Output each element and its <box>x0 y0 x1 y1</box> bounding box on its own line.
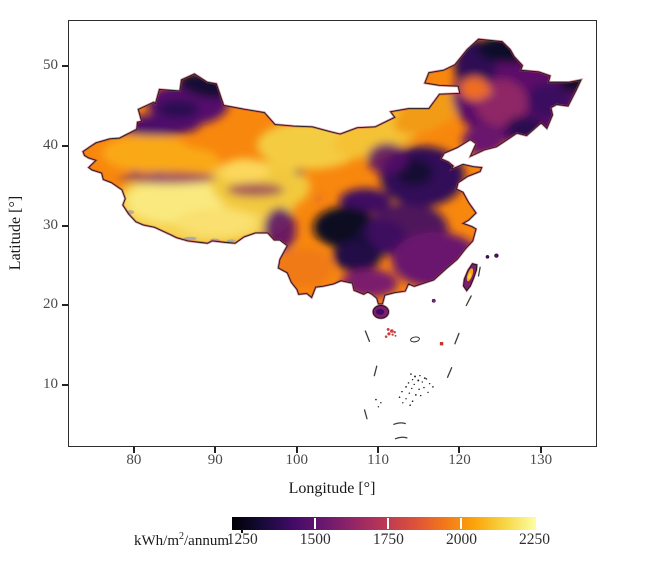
scarborough-shoal <box>439 342 444 346</box>
offshore-islets <box>486 254 499 259</box>
y-tick-mark-30 <box>62 224 68 227</box>
x-tick-label-110: 110 <box>367 452 390 468</box>
macclesfield-atoll <box>410 336 420 342</box>
raster-fill <box>82 39 582 304</box>
y-tick-mark-10 <box>62 383 68 386</box>
y-tick-label-30: 30 <box>43 216 58 233</box>
y-axis-title: Latitude [°] <box>7 195 24 271</box>
colorbar-tick-mark-1750 <box>387 518 390 529</box>
x-tick-label-90: 90 <box>207 452 223 468</box>
x-tick-mark-120 <box>458 447 461 453</box>
x-tick-mark-90 <box>214 447 217 453</box>
colorbar-tick-label-2000: 2000 <box>445 531 477 548</box>
y-tick-mark-40 <box>62 144 68 147</box>
plot-area <box>68 20 597 447</box>
colorbar-label-suffix: /annum <box>184 533 229 549</box>
x-tick-mark-130 <box>539 447 542 453</box>
y-tick-label-20: 20 <box>43 296 58 313</box>
x-tick-label-100: 100 <box>285 452 308 468</box>
spratly-islands <box>375 373 434 408</box>
colorbar-tick-mark-1250 <box>241 529 244 533</box>
x-axis-title: Longitude [°] <box>288 480 376 497</box>
nine-dash-line <box>365 267 481 438</box>
y-tick-label-50: 50 <box>43 57 58 74</box>
x-tick-mark-100 <box>295 447 298 453</box>
x-tick-label-120: 120 <box>448 452 471 468</box>
x-tick-mark-80 <box>132 447 135 453</box>
colorbar-tick-label-1250: 1250 <box>226 531 258 548</box>
pratas-island <box>432 299 435 302</box>
paracel-islands <box>384 327 397 338</box>
china-boundary <box>83 39 581 304</box>
colorbar-label-superscript: 2 <box>179 531 184 542</box>
colorbar-label-prefix: kWh/m <box>134 533 179 549</box>
taiwan-island <box>463 264 476 291</box>
colorbar-tick-label-2250: 2250 <box>519 531 551 548</box>
y-tick-label-40: 40 <box>43 136 58 153</box>
y-tick-mark-20 <box>62 304 68 307</box>
colorbar-label: kWh/m2/annum <box>0 531 229 550</box>
colorbar-gradient <box>232 517 536 530</box>
x-tick-label-130: 130 <box>529 452 553 468</box>
colorbar-tick-mark-1500 <box>314 518 317 529</box>
colorbar-tick-mark-2000 <box>460 518 463 529</box>
x-tick-mark-110 <box>377 447 380 453</box>
y-tick-label-10: 10 <box>43 375 58 392</box>
y-tick-mark-50 <box>62 65 68 68</box>
hainan-island <box>373 306 388 319</box>
x-tick-label-80: 80 <box>126 452 142 468</box>
colorbar-tick-label-1750: 1750 <box>372 531 404 548</box>
china-solar-map <box>69 21 598 448</box>
colorbar-tick-label-1500: 1500 <box>299 531 331 548</box>
